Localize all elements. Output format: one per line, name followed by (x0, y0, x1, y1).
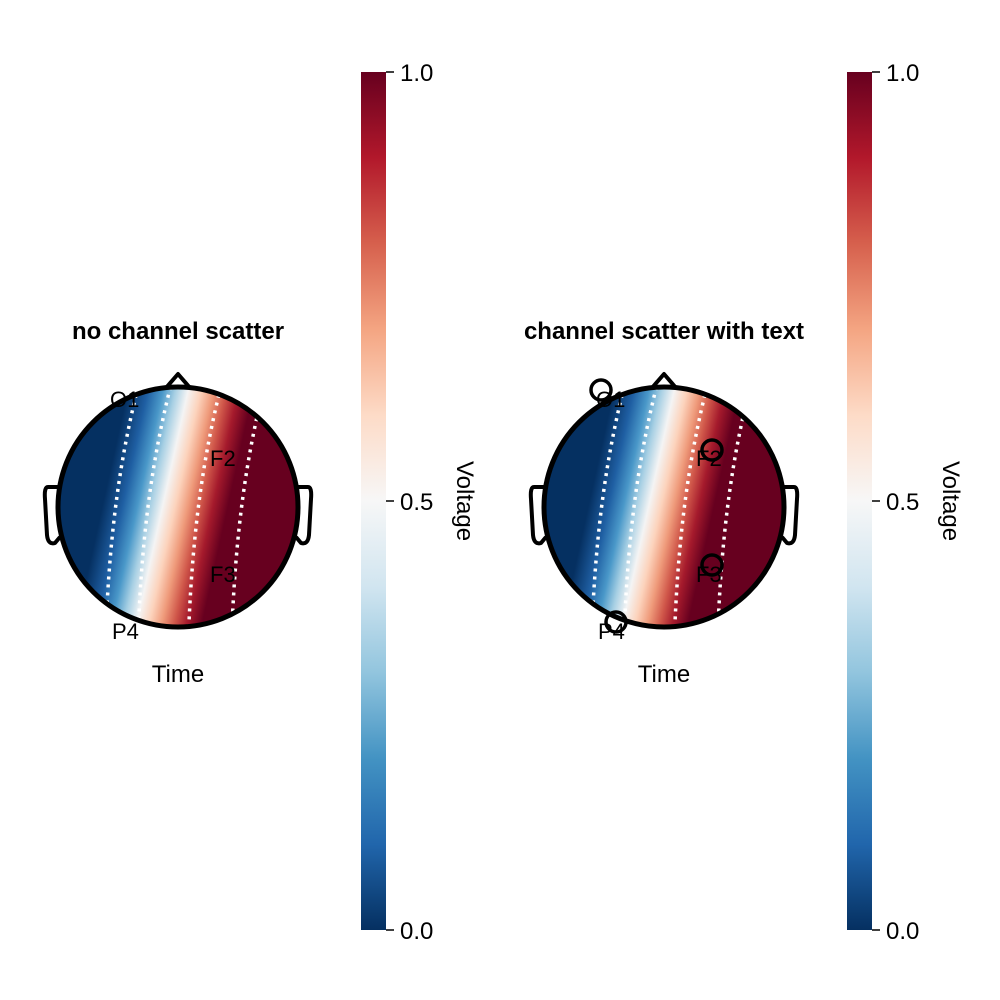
colorbar-label: Voltage (451, 461, 478, 541)
channel-label-p4: P4 (598, 619, 625, 644)
contour-line-0-6 (673, 387, 709, 627)
colorbar-gradient (847, 72, 872, 930)
colorbar-tick-label: 0.0 (400, 918, 433, 945)
channel-marker-f3 (700, 553, 724, 577)
colorbar-gradient (361, 72, 386, 930)
channel-label-f2: F2 (210, 446, 236, 471)
contour-line-0-6 (187, 387, 223, 627)
contour-line-0-8 (716, 387, 752, 627)
nose-outline (649, 372, 679, 391)
channel-marker-o1 (589, 378, 613, 402)
channel-label-p4: P4 (112, 619, 139, 644)
channel-label-f3: F3 (210, 562, 236, 587)
colorbar-tick-label: 1.0 (886, 60, 919, 87)
colorbar: 0.0 0.5 1.0 (361, 60, 433, 945)
right-ear-outline (780, 485, 800, 546)
colorbar-tick-label: 0.5 (400, 489, 433, 516)
topoplot-panel-no-scatter: no channel scatter O1 F2 F3 P4 Time 0.0 0.5 1… (42, 60, 478, 945)
right-ear-outline (294, 485, 314, 546)
left-ear-outline (42, 485, 62, 546)
contour-line-0-2 (104, 387, 140, 627)
contour-line-0-2 (590, 387, 626, 627)
contour-line-0-4 (622, 387, 659, 627)
left-ear-outline (528, 485, 548, 546)
head-outline (541, 384, 787, 630)
channel-label-o1: O1 (596, 387, 625, 412)
voltage-field (58, 387, 298, 627)
head-outline (55, 384, 301, 630)
colorbar-label: Voltage (937, 461, 964, 541)
chart-title: no channel scatter (72, 318, 284, 345)
nose-outline (163, 372, 193, 391)
channel-label-f2: F2 (696, 446, 722, 471)
contour-line-0-8 (230, 387, 266, 627)
head-map: O1 F2 F3 P4 (42, 372, 314, 644)
colorbar: 0.0 0.5 1.0 (847, 60, 919, 945)
colorbar-tick-label: 0.5 (886, 489, 919, 516)
colorbar-tick-label: 1.0 (400, 60, 433, 87)
head-map: O1 F2 F3 P4 (528, 372, 800, 644)
x-axis-label: Time (638, 661, 690, 688)
channel-marker-f2 (700, 438, 724, 462)
channel-label-f3: F3 (696, 562, 722, 587)
colorbar-tick-label: 0.0 (886, 918, 919, 945)
contour-line-0-4 (136, 387, 173, 627)
chart-title: channel scatter with text (524, 318, 804, 345)
x-axis-label: Time (152, 661, 204, 688)
voltage-field (544, 387, 784, 627)
channel-marker-p4 (604, 610, 628, 634)
channel-label-o1: O1 (110, 387, 139, 412)
